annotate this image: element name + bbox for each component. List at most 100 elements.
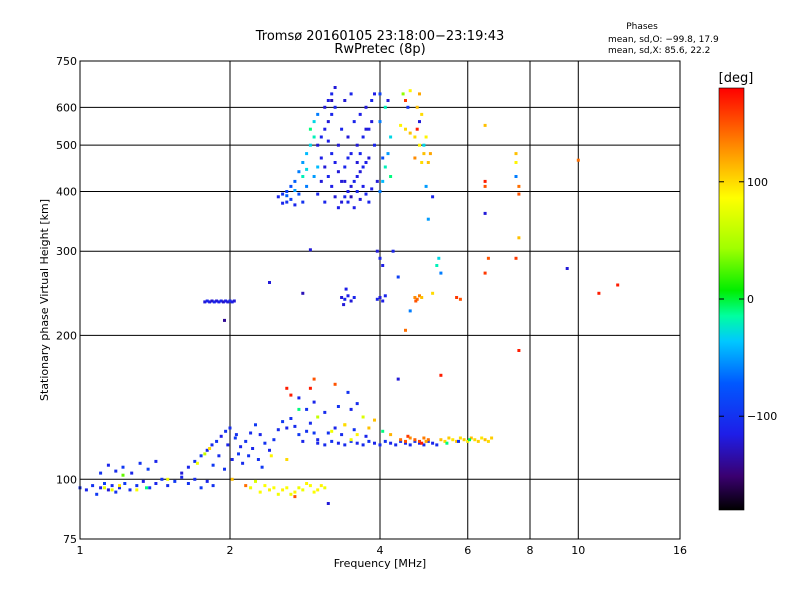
data-point [230,458,234,461]
data-point [355,441,359,445]
data-point [349,407,353,411]
data-point [396,275,400,279]
data-point [517,192,521,196]
data-point [439,373,443,377]
data-point [418,441,421,445]
data-point [426,217,430,221]
y-tick-label: 400 [56,185,77,198]
data-point [203,300,207,304]
data-point [413,156,417,160]
data-point [340,433,344,437]
data-point [420,296,424,299]
data-point [135,484,139,488]
tick-labels: 1 2 4 6 8 10 16 75 100 200 300 400 500 600 750 [56,55,687,557]
data-point [458,436,462,440]
data-point [293,189,297,192]
data-point [439,271,443,275]
data-point [373,92,376,96]
data-point [228,426,232,430]
data-point [228,299,232,303]
data-point [297,486,301,490]
data-point [293,490,297,494]
data-point [244,439,248,443]
data-point [373,143,376,147]
data-point [439,438,443,442]
data-point [426,438,430,442]
data-point [473,438,477,442]
data-point [457,439,460,443]
data-point [138,461,142,465]
data-point [258,433,262,437]
data-point [367,127,371,131]
x-tick-label: 10 [571,544,585,557]
data-point [404,439,407,443]
data-point [462,438,466,442]
data-point [208,447,212,450]
data-point [358,152,362,156]
data-point [404,99,407,102]
data-point [135,488,139,492]
data-point [330,112,334,116]
data-point [301,291,305,295]
data-point [312,175,316,178]
data-point [103,482,106,485]
data-point [281,420,285,424]
data-point [408,436,412,440]
data-point [308,127,312,131]
data-point [386,152,390,156]
data-point [312,135,316,139]
data-point [330,429,334,433]
data-point [193,477,197,481]
data-point [224,429,228,433]
data-point [426,439,430,443]
data-point [323,165,327,169]
data-point [323,127,327,131]
y-tick-label: 300 [56,245,77,258]
data-point [424,135,428,139]
data-point [364,127,368,131]
y-tick-label: 100 [56,473,77,486]
data-point [297,396,301,400]
data-point [418,92,421,96]
x-axis-label: Frequency [MHz] [334,557,426,570]
data-point [268,448,271,452]
data-point [361,165,365,169]
data-point [422,152,426,156]
data-point [110,488,114,492]
data-point [420,161,424,164]
data-point [233,436,237,440]
data-point [361,443,365,447]
data-point [237,452,240,456]
data-point [272,486,276,490]
data-point [401,92,405,96]
data-point [289,417,293,420]
data-point [230,477,234,481]
colorbar-ticks: 100 0 −100 [719,176,777,423]
data-point [346,390,350,394]
data-point [396,377,400,381]
data-point [358,170,362,174]
data-point [99,486,103,490]
data-point [576,158,580,162]
x-tick-label: 2 [227,544,234,557]
data-point [386,99,390,102]
data-point [340,127,344,131]
data-point [422,143,426,147]
data-point [276,492,280,496]
data-point [383,294,387,298]
data-point [435,443,439,447]
data-point [106,463,110,467]
data-point [344,287,348,291]
data-point [319,179,323,183]
data-point [293,424,297,428]
data-point [336,206,340,210]
data-point [217,454,221,458]
data-point [293,179,297,183]
data-point [514,152,518,156]
data-point [383,165,387,169]
data-point [355,190,359,193]
data-point [413,296,417,299]
data-point [476,439,480,443]
data-point [333,105,337,109]
data-point [249,486,253,490]
